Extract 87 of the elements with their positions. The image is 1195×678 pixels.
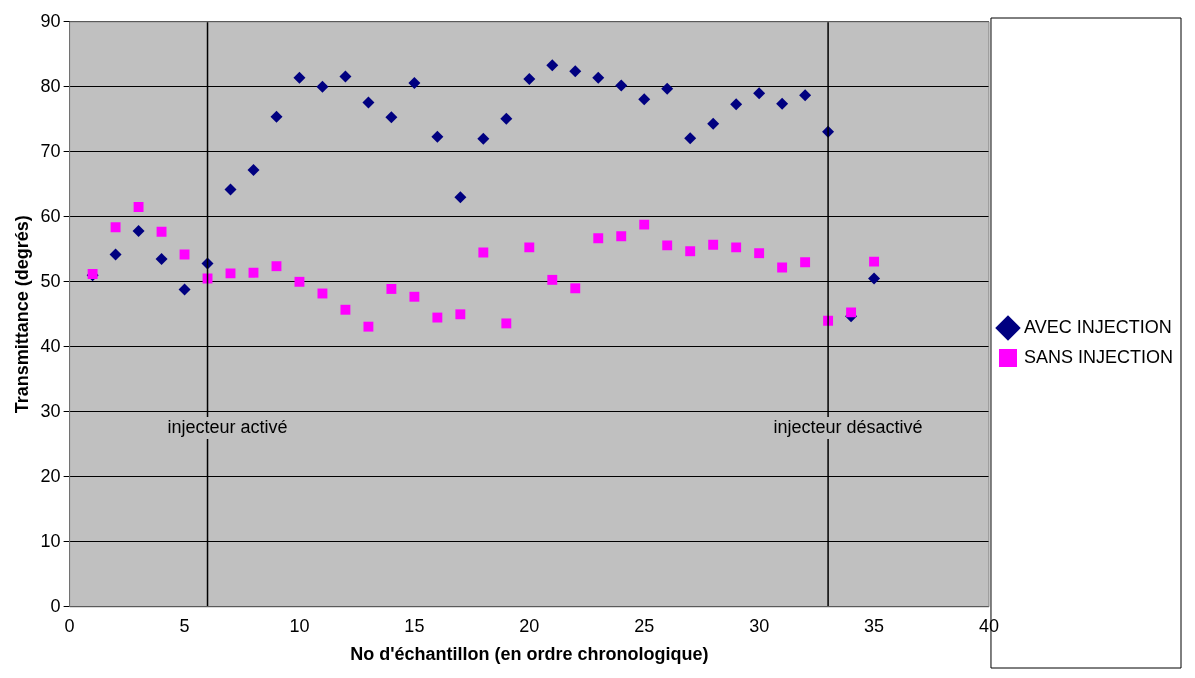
point	[110, 222, 121, 233]
point	[362, 96, 375, 109]
point	[156, 226, 167, 237]
point	[432, 312, 443, 323]
y-tick-label: 70	[40, 140, 61, 161]
point	[846, 307, 857, 318]
point	[546, 59, 559, 72]
point	[478, 247, 489, 258]
y-tick-label: 10	[40, 530, 61, 551]
ref-line-label: injecteur désactivé	[773, 417, 923, 438]
point	[731, 242, 742, 253]
ref-line-label: injecteur activé	[167, 417, 288, 438]
point	[685, 246, 696, 257]
x-tick-label: 20	[519, 615, 540, 636]
point	[316, 80, 329, 93]
point	[293, 71, 306, 84]
x-axis-title: No d'échantillon (en ordre chronologique)	[350, 644, 709, 665]
x-tick-label: 0	[64, 615, 75, 636]
point	[339, 70, 352, 83]
point	[569, 65, 582, 78]
point	[616, 231, 627, 242]
point	[638, 93, 651, 106]
x-tick-label: 5	[179, 615, 190, 636]
point	[753, 87, 766, 100]
point	[363, 321, 374, 332]
x-tick-label: 15	[404, 615, 425, 636]
point	[247, 164, 260, 176]
point	[385, 111, 398, 124]
point	[270, 110, 283, 123]
point	[776, 97, 789, 110]
x-tick-label: 35	[864, 615, 885, 636]
point	[684, 132, 697, 145]
point	[524, 242, 535, 253]
point	[754, 248, 765, 259]
legend-label: AVEC INJECTION	[1023, 316, 1172, 337]
x-tick-label: 10	[289, 615, 310, 636]
point	[662, 240, 673, 251]
point	[340, 304, 351, 315]
legend-label: SANS INJECTION	[1023, 346, 1174, 367]
point	[707, 117, 720, 130]
y-tick-label: 20	[40, 465, 61, 486]
y-tick-label: 50	[40, 270, 61, 291]
point	[570, 283, 581, 294]
point	[132, 225, 145, 238]
point	[155, 253, 168, 266]
point	[708, 239, 719, 250]
point	[225, 268, 236, 279]
y-tick-label: 90	[40, 10, 61, 31]
x-tick-label: 40	[978, 615, 999, 636]
y-tick-label: 40	[40, 335, 61, 356]
y-tick-label: 60	[40, 205, 61, 226]
point	[615, 79, 628, 92]
point	[868, 272, 881, 285]
point	[454, 191, 467, 204]
point	[477, 132, 490, 145]
point	[271, 261, 282, 272]
point	[639, 219, 650, 230]
point	[593, 233, 604, 244]
point	[869, 256, 880, 267]
point	[109, 248, 122, 261]
point	[547, 274, 558, 285]
point	[224, 183, 237, 196]
point	[730, 98, 743, 111]
point	[294, 276, 305, 287]
x-tick-label: 30	[749, 615, 770, 636]
point	[408, 76, 421, 89]
y-tick-label: 0	[50, 595, 61, 616]
point	[777, 262, 788, 273]
point	[661, 82, 674, 95]
y-tick-label: 30	[40, 400, 61, 421]
point	[248, 267, 259, 278]
y-tick-label: 80	[40, 75, 61, 96]
point	[501, 318, 512, 329]
point	[800, 257, 811, 268]
point	[317, 288, 328, 299]
point	[431, 130, 444, 143]
point	[592, 71, 605, 84]
y-axis-title: Transmittance (degrés)	[11, 215, 32, 414]
point	[799, 89, 812, 102]
x-tick-label: 25	[634, 615, 655, 636]
point	[178, 283, 191, 296]
point	[523, 73, 536, 85]
point	[455, 309, 466, 320]
point	[386, 284, 397, 294]
point	[133, 202, 144, 212]
point	[409, 291, 420, 302]
point	[500, 112, 513, 125]
